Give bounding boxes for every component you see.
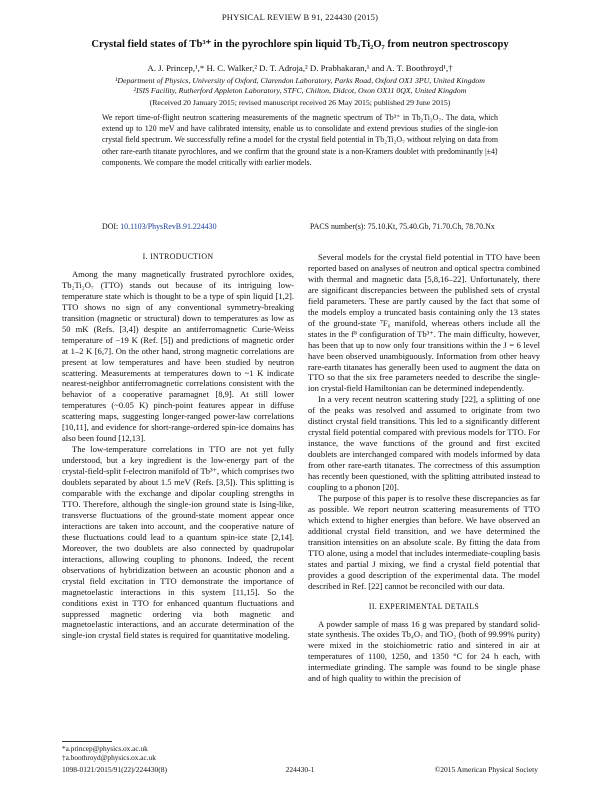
affiliation: ²ISIS Facility, Rutherford Appleton Labo… <box>133 86 467 95</box>
pacs: PACS number(s): 75.10.Kt, 75.40.Gb, 71.7… <box>310 222 495 231</box>
paragraph: Among the many magnetically frustrated p… <box>62 268 294 444</box>
paragraph: Several models for the crystal field pot… <box>308 252 540 394</box>
footnote-rule <box>62 741 112 742</box>
paper-title: Crystal field states of Tb³⁺ in the pyro… <box>91 39 509 50</box>
journal-header: PHYSICAL REVIEW B 91, 224430 (2015) <box>221 12 379 22</box>
footnote: †a.boothroyd@physics.ox.ac.uk <box>62 753 156 762</box>
paragraph: In a very recent neutron scattering stud… <box>308 394 540 493</box>
section-heading: II. EXPERIMENTAL DETAILS <box>368 601 480 611</box>
footer-center: 224430-1 <box>285 765 315 774</box>
doi-link[interactable]: 10.1103/PhysRevB.91.224430 <box>120 222 217 231</box>
paragraph: The purpose of this paper is to resolve … <box>308 492 540 591</box>
left-column: I. INTRODUCTION Among the many magnetica… <box>62 252 294 641</box>
abstract: We report time-of-flight neutron scatter… <box>102 113 498 167</box>
received-dates: (Received 20 January 2015; revised manus… <box>149 98 451 107</box>
authors: A. J. Princep,¹,* H. C. Walker,² D. T. A… <box>147 63 453 73</box>
footnote: *a.princep@physics.ox.ac.uk <box>62 744 148 753</box>
right-column: Several models for the crystal field pot… <box>308 252 540 684</box>
paragraph: A powder sample of mass 16 g was prepare… <box>308 618 540 684</box>
affiliation: ¹Department of Physics, University of Ox… <box>115 76 485 85</box>
doi: DOI: 10.1103/PhysRevB.91.224430 <box>102 222 217 231</box>
section-heading: I. INTRODUCTION <box>142 252 214 261</box>
footer-right: ©2015 American Physical Society <box>434 765 538 774</box>
footer-left: 1098-0121/2015/91(22)/224430(8) <box>62 765 167 774</box>
doi-label: DOI: <box>102 222 119 231</box>
paragraph: The low-temperature correlations in TTO … <box>62 444 294 641</box>
